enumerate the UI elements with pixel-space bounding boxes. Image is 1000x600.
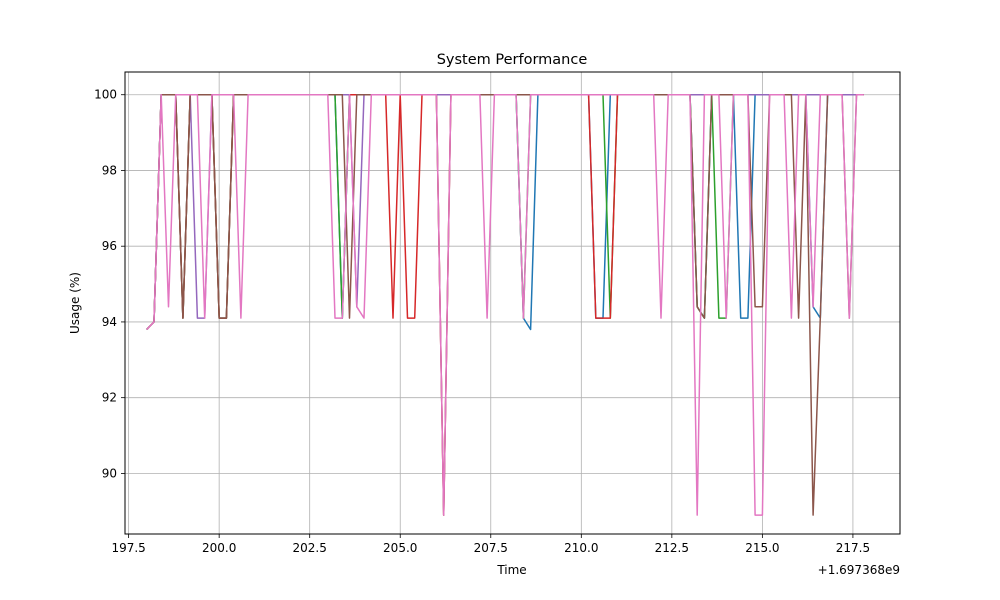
y-tick-label: 98 [102, 163, 117, 177]
series-lines [146, 93, 864, 516]
y-tick-label: 100 [94, 88, 117, 102]
y-tick-label: 90 [102, 466, 117, 480]
plot-frame [124, 71, 901, 535]
x-tick-label: 200.0 [202, 541, 236, 555]
x-tick-label: 217.5 [836, 541, 870, 555]
y-axis-ticks: 90 92 94 96 98 100 [94, 88, 125, 480]
chart-title: System Performance [437, 52, 588, 68]
x-tick-label: 205.0 [383, 541, 417, 555]
x-axis-offset-label: +1.697368e9 [818, 563, 900, 577]
x-tick-label: 212.5 [655, 541, 689, 555]
x-axis-label: Time [496, 563, 526, 577]
x-tick-label: 202.5 [293, 541, 327, 555]
x-tick-label: 210.0 [564, 541, 598, 555]
y-axis-label: Usage (%) [68, 272, 82, 334]
x-tick-label: 207.5 [474, 541, 508, 555]
y-tick-label: 92 [102, 391, 117, 405]
y-tick-label: 94 [102, 315, 117, 329]
x-tick-label: 215.0 [745, 541, 779, 555]
y-tick-label: 96 [102, 239, 117, 253]
series-line-6 [146, 93, 864, 516]
x-tick-label: 197.5 [111, 541, 145, 555]
x-axis-ticks: 197.5 200.0 202.5 205.0 207.5 210.0 212.5 215.0… [111, 534, 870, 555]
